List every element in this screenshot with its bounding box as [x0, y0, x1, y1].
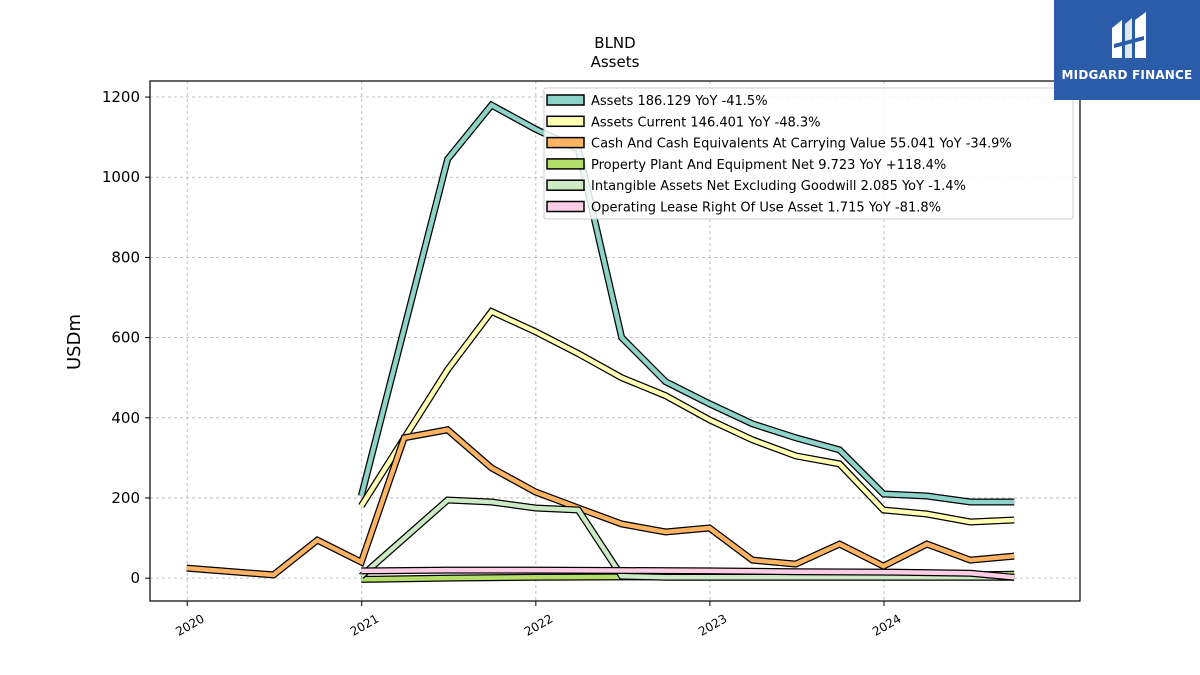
- legend-label: Intangible Assets Net Excluding Goodwill…: [591, 179, 966, 194]
- midgard-logo-icon: [1112, 12, 1146, 58]
- legend-swatch: [546, 179, 585, 191]
- y-axis-label: USDm: [64, 314, 85, 370]
- series-line: [186, 427, 1015, 578]
- legend-swatch: [546, 115, 585, 128]
- legend-label: Property Plant And Equipment Net 9.723 Y…: [591, 158, 946, 173]
- y-tick-label: 800: [111, 248, 140, 266]
- legend-label: Cash And Cash Equivalents At Carrying Va…: [591, 137, 1012, 152]
- series-outline: [186, 426, 1015, 579]
- brand-logo: MIDGARD FINANCE: [1054, 0, 1200, 100]
- y-tick-label: 200: [111, 489, 140, 507]
- legend-swatch: [546, 136, 585, 149]
- y-tick-label: 0: [130, 569, 140, 587]
- y-tick-label: 1000: [102, 168, 140, 186]
- series-lines: [186, 100, 1015, 583]
- chart-title: BLND: [594, 34, 635, 52]
- x-tick-label: 2022: [522, 611, 555, 638]
- legend-swatch: [546, 158, 585, 170]
- series-line: [359, 308, 1015, 525]
- y-tick-label: 1200: [102, 88, 140, 106]
- chart-subtitle: Assets: [591, 53, 640, 71]
- legend-label: Assets 186.129 YoY -41.5%: [591, 94, 768, 109]
- x-tick-label: 2024: [870, 611, 903, 638]
- legend-swatch: [546, 94, 585, 106]
- x-tick-label: 2023: [696, 611, 729, 638]
- series-line: [359, 102, 1015, 505]
- legend-label: Operating Lease Right Of Use Asset 1.715…: [591, 201, 941, 216]
- legend-swatch: [546, 200, 585, 213]
- series-outline: [358, 307, 1015, 526]
- y-tick-label: 400: [111, 409, 140, 427]
- legend-box: [543, 87, 1074, 220]
- x-tick-label: 2020: [173, 611, 206, 638]
- legend-label: Assets Current 146.401 YoY -48.3%: [591, 115, 821, 130]
- series-line: [359, 497, 1015, 580]
- x-tick-label: 2021: [348, 611, 381, 638]
- brand-name: MIDGARD FINANCE: [1061, 68, 1193, 82]
- series-line: [361, 567, 1015, 580]
- legend: Assets 186.129 YoY -41.5% Assets Current …: [543, 87, 1074, 220]
- y-tick-label: 600: [111, 329, 140, 347]
- plot-frame: [149, 80, 1081, 602]
